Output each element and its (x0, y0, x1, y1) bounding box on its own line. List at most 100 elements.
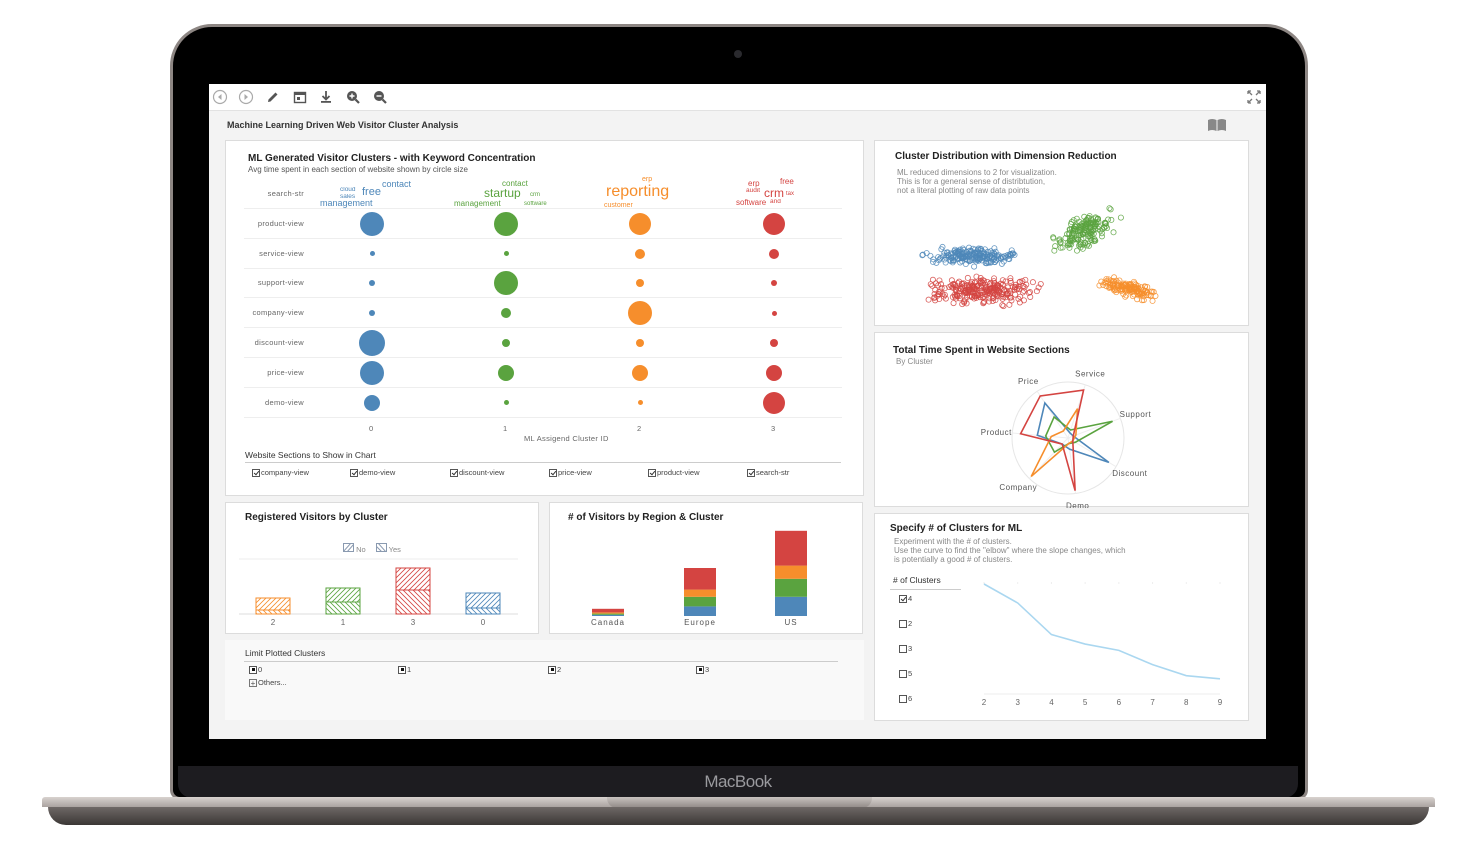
scatter-point (1033, 288, 1040, 295)
scatter-point (927, 252, 934, 259)
scatter-point (1072, 227, 1079, 234)
bubble[interactable] (628, 301, 652, 326)
scatter-point (1029, 279, 1036, 286)
x-tick: 7 (1150, 698, 1155, 707)
cluster-count-checkbox[interactable]: 3 (899, 644, 912, 653)
bubble[interactable] (763, 212, 785, 235)
filter-checkbox[interactable]: search-str (747, 468, 789, 477)
checkbox-icon (747, 468, 755, 477)
calendar-icon[interactable] (291, 88, 309, 106)
filter-checkbox[interactable]: discount-view (450, 468, 504, 477)
bubble[interactable] (494, 271, 518, 296)
cluster-count-checkbox[interactable]: 5 (899, 669, 912, 678)
bubble[interactable] (636, 279, 644, 288)
bubble[interactable] (503, 251, 509, 257)
keyword: erp (748, 180, 760, 188)
scatter-point (1003, 291, 1010, 298)
bubble[interactable] (766, 364, 782, 381)
bubble[interactable] (501, 308, 511, 319)
bubble[interactable] (494, 211, 518, 236)
scatter-point (964, 274, 971, 281)
scatter-point (936, 256, 943, 263)
scatter-point (1091, 237, 1098, 244)
bubble[interactable] (359, 330, 385, 356)
scatter-point (950, 257, 957, 264)
bubble[interactable] (629, 212, 651, 235)
elbow-line-chart: 2 3 4 5 6 7 8 9 (982, 582, 1223, 707)
bubble[interactable] (364, 394, 380, 411)
filter-checkbox[interactable]: price-view (549, 468, 592, 477)
scatter-point (1068, 241, 1075, 248)
scatter-point (1102, 220, 1109, 227)
scatter-point (1002, 294, 1009, 301)
bubble[interactable] (498, 364, 514, 381)
bubble[interactable] (770, 339, 778, 347)
bubble[interactable] (503, 400, 509, 406)
scatter-point (1142, 283, 1149, 290)
radar-axis-label: Product (981, 428, 1012, 437)
legend-yes[interactable]: Yes (375, 542, 401, 554)
filter-checkbox[interactable]: company-view (252, 468, 309, 477)
bubble[interactable] (369, 310, 375, 317)
scatter-point (1138, 291, 1145, 298)
scatter-point (1149, 297, 1156, 304)
stacked-segment (775, 596, 807, 616)
scatter-point (919, 251, 926, 258)
cluster-count-checkbox[interactable]: 4 (899, 594, 912, 603)
cluster-checkbox[interactable]: 0 (249, 665, 262, 674)
scatter-point (1021, 284, 1028, 291)
forward-icon[interactable] (237, 88, 255, 106)
region-bar-chart: Canada Europe US (591, 530, 807, 627)
scatter-point (980, 300, 987, 307)
cluster-count-checkbox[interactable]: 2 (899, 619, 912, 628)
back-icon[interactable] (211, 88, 229, 106)
filter-checkbox[interactable]: product-view (648, 468, 700, 477)
scatter-panel: Cluster Distribution with Dimension Redu… (874, 140, 1249, 326)
bubble[interactable] (771, 280, 777, 287)
bubble[interactable] (502, 339, 510, 347)
stacked-segment (684, 589, 716, 597)
bubble[interactable] (632, 364, 648, 381)
row-gridline (244, 416, 842, 418)
bubble[interactable] (369, 251, 375, 257)
legend-no[interactable]: No (342, 542, 366, 554)
radar-axis-label: Price (1018, 377, 1039, 386)
limit-clusters-panel: Limit Plotted Clusters 0 1 2 3 + Others... (225, 640, 864, 720)
filter-label: discount-view (459, 468, 505, 477)
scatter-point (1027, 293, 1034, 300)
bubble-x-label: ML Assigend Cluster ID (524, 434, 609, 443)
book-icon[interactable] (1207, 118, 1227, 137)
bubble[interactable] (360, 360, 384, 385)
fullscreen-icon[interactable] (1245, 88, 1263, 106)
bubble[interactable] (636, 339, 644, 347)
bubble[interactable] (360, 211, 384, 236)
bubble[interactable] (369, 280, 375, 287)
zoom-in-icon[interactable] (344, 88, 362, 106)
scatter-point (1117, 283, 1124, 290)
scatter-point (1020, 297, 1027, 304)
radar-subtitle: By Cluster (896, 357, 933, 366)
scatter-point (1127, 283, 1134, 290)
download-icon[interactable] (317, 88, 335, 106)
bubble[interactable] (635, 248, 645, 259)
others-toggle[interactable]: + Others... (249, 678, 287, 687)
bubble[interactable] (637, 400, 643, 406)
scatter-point (929, 276, 936, 283)
bubble[interactable] (769, 248, 779, 259)
cluster-count-checkbox[interactable]: 6 (899, 694, 912, 703)
scatter-point (983, 292, 990, 299)
filter-checkbox[interactable]: demo-view (350, 468, 395, 477)
cluster-checkbox[interactable]: 2 (548, 665, 561, 674)
scatter-point (1116, 286, 1123, 293)
zoom-out-icon[interactable] (371, 88, 389, 106)
checkbox-icon (398, 665, 406, 674)
scatter-point (1007, 275, 1014, 282)
bubble[interactable] (771, 310, 777, 316)
x-tick: 3 (411, 618, 416, 627)
keyword: and (770, 199, 781, 205)
stacked-segment (684, 596, 716, 607)
cluster-checkbox[interactable]: 3 (696, 665, 709, 674)
cluster-checkbox[interactable]: 1 (398, 665, 411, 674)
bubble[interactable] (763, 391, 785, 414)
edit-icon[interactable] (264, 88, 282, 106)
